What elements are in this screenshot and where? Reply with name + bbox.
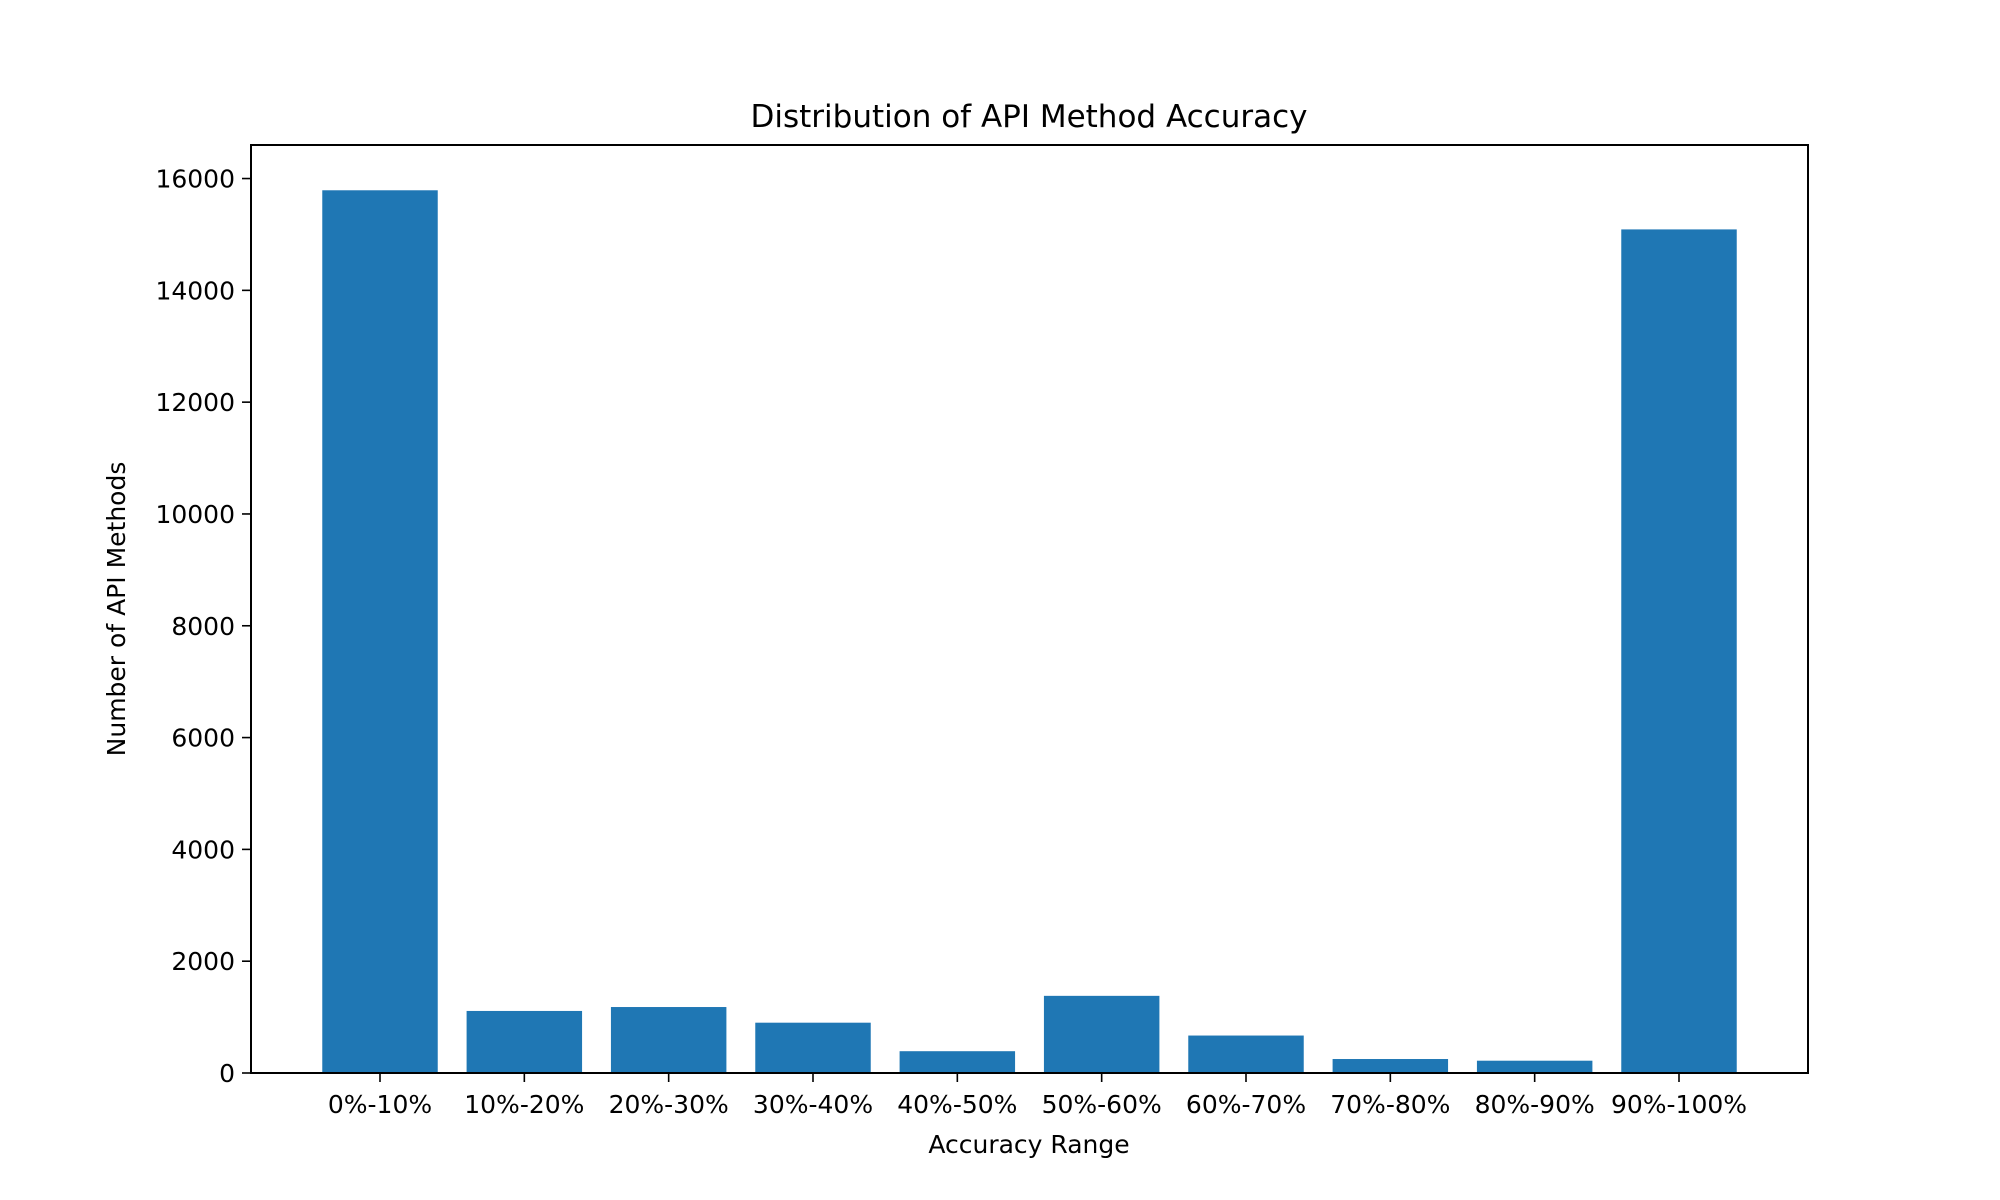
x-tick-label: 20%-30% <box>609 1090 729 1119</box>
y-tick-label: 8000 <box>171 612 235 641</box>
y-tick-label: 6000 <box>171 724 235 753</box>
bars-layer <box>322 190 1737 1073</box>
x-tick-label: 90%-100% <box>1611 1090 1747 1119</box>
x-tick-label: 30%-40% <box>753 1090 873 1119</box>
bar-0%-10% <box>322 190 438 1073</box>
x-tick-label: 10%-20% <box>464 1090 584 1119</box>
y-tick-label: 4000 <box>171 835 235 864</box>
bar-40%-50% <box>899 1051 1016 1073</box>
x-axis: 0%-10% 10%-20% 20%-30% 30%-40% 40%-50% 50%-60… <box>328 1073 1747 1119</box>
y-tick-label: 10000 <box>155 500 235 529</box>
x-tick-label: 0%-10% <box>328 1090 432 1119</box>
y-tick-label: 12000 <box>155 388 235 417</box>
bar-70%-80% <box>1332 1059 1449 1073</box>
bar-90%-100% <box>1621 229 1737 1073</box>
x-tick-label: 80%-90% <box>1475 1090 1595 1119</box>
x-tick-label: 60%-70% <box>1186 1090 1306 1119</box>
x-tick-label: 40%-50% <box>897 1090 1017 1119</box>
y-tick-label: 0 <box>219 1059 235 1088</box>
y-axis: 0 2000 4000 6000 8000 10000 12000 14000 16000 <box>155 165 251 1088</box>
chart-title: Distribution of API Method Accuracy <box>751 99 1308 135</box>
bar-50%-60% <box>1043 995 1160 1073</box>
y-tick-label: 16000 <box>155 165 235 194</box>
bar-20%-30% <box>610 1007 727 1073</box>
y-tick-label: 2000 <box>171 947 235 976</box>
y-tick-label: 14000 <box>155 276 235 305</box>
bar-30%-40% <box>755 1022 871 1073</box>
plot-frame <box>250 144 1809 1074</box>
x-tick-label: 70%-80% <box>1330 1090 1450 1119</box>
bar-60%-70% <box>1188 1035 1304 1073</box>
bar-10%-20% <box>466 1010 583 1073</box>
y-axis-title: Number of API Methods <box>102 462 131 757</box>
x-axis-title: Accuracy Range <box>928 1130 1129 1159</box>
x-tick-label: 50%-60% <box>1042 1090 1162 1119</box>
bar-80%-90% <box>1476 1060 1593 1073</box>
